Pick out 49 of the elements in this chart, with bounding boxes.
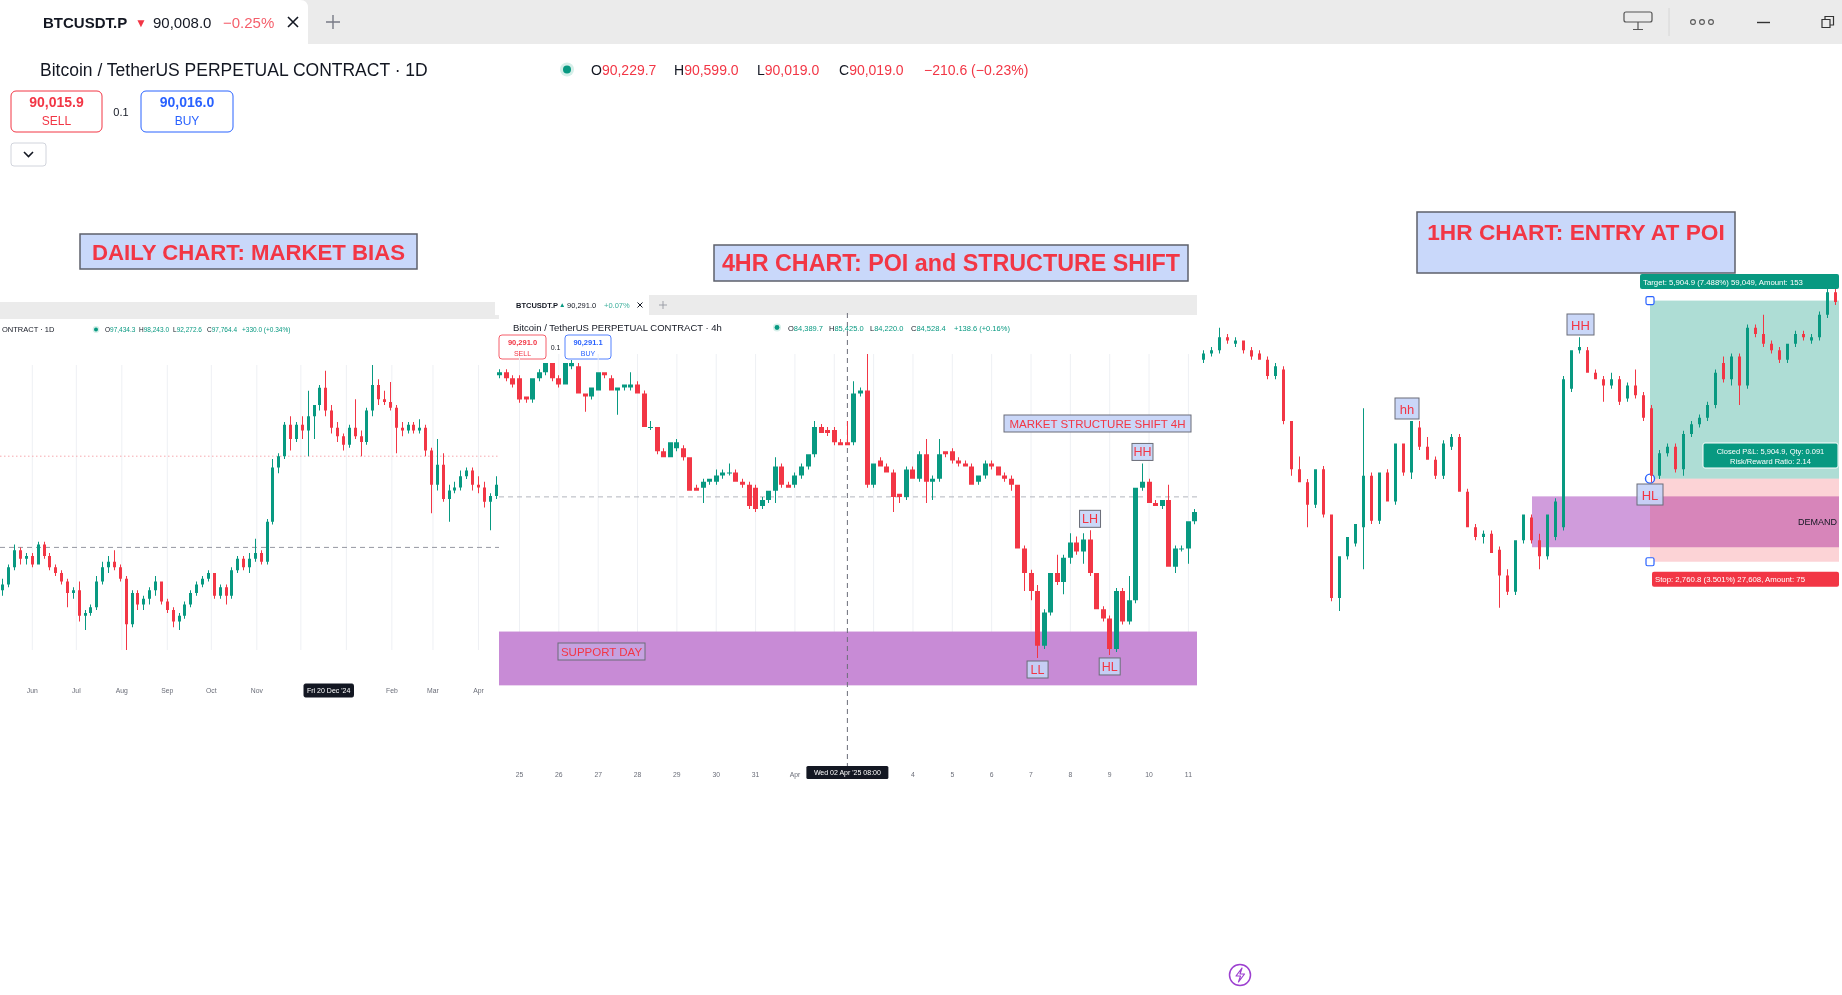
text: 90,016.0 xyxy=(159,94,215,110)
text: H90,599.0 xyxy=(674,62,739,78)
annotation: HL xyxy=(1641,487,1659,503)
candlestick xyxy=(489,493,492,531)
candlestick xyxy=(84,610,87,631)
candlestick xyxy=(930,475,935,500)
annotation: HH xyxy=(1571,317,1590,333)
candlestick xyxy=(884,463,889,473)
candlestick xyxy=(845,420,850,446)
text: 90,008.0 xyxy=(153,14,212,31)
annotation: hh xyxy=(1399,401,1415,417)
text: L90,019.0 xyxy=(757,62,820,78)
text: Bitcoin / TetherUS PERPETUAL CONTRACT · 4h xyxy=(513,322,722,333)
candlestick xyxy=(72,587,75,599)
candlestick xyxy=(1081,533,1086,564)
text: 90,015.9 xyxy=(29,94,84,110)
candlestick xyxy=(1810,334,1813,344)
text: BUY xyxy=(174,114,200,128)
text: ▼ xyxy=(135,16,147,30)
text: SELL xyxy=(41,114,72,128)
candlestick xyxy=(635,381,640,394)
candlestick xyxy=(583,393,588,412)
candlestick xyxy=(589,387,594,400)
text: −210.6 (−0.23%) xyxy=(924,62,1029,78)
candlestick xyxy=(25,553,28,565)
chart-title: 4HR CHART: POI and STRUCTURE SHIFT xyxy=(721,250,1181,276)
candlestick xyxy=(1226,334,1229,344)
chart-title: 1HR CHART: ENTRY AT POI xyxy=(1427,219,1725,245)
text: BTCUSDT.P xyxy=(43,14,128,31)
text: −0.25% xyxy=(223,14,275,31)
annotation: LL xyxy=(1030,663,1045,677)
candlestick xyxy=(996,466,1001,476)
candlestick xyxy=(1068,533,1073,564)
text: 0.1 xyxy=(113,106,129,118)
candlestick xyxy=(1140,463,1145,491)
candlestick xyxy=(727,463,732,476)
candlestick xyxy=(989,460,994,470)
candlestick xyxy=(799,463,804,479)
candlestick xyxy=(615,387,620,415)
candlestick xyxy=(1074,536,1079,555)
annotation: MARKET STRUCTURE SHIFT 4H xyxy=(1009,417,1186,430)
text: O90,229.7 xyxy=(591,62,657,78)
candlestick xyxy=(983,460,988,479)
text: C90,019.0 xyxy=(839,62,904,78)
chart-title: DAILY CHART: MARKET BIAS xyxy=(91,239,406,265)
candlestick xyxy=(858,387,863,397)
band-label: DEMAND xyxy=(1797,516,1838,527)
candlestick xyxy=(648,420,653,430)
text: Bitcoin / TetherUS PERPETUAL CONTRACT · 1D xyxy=(40,60,428,80)
